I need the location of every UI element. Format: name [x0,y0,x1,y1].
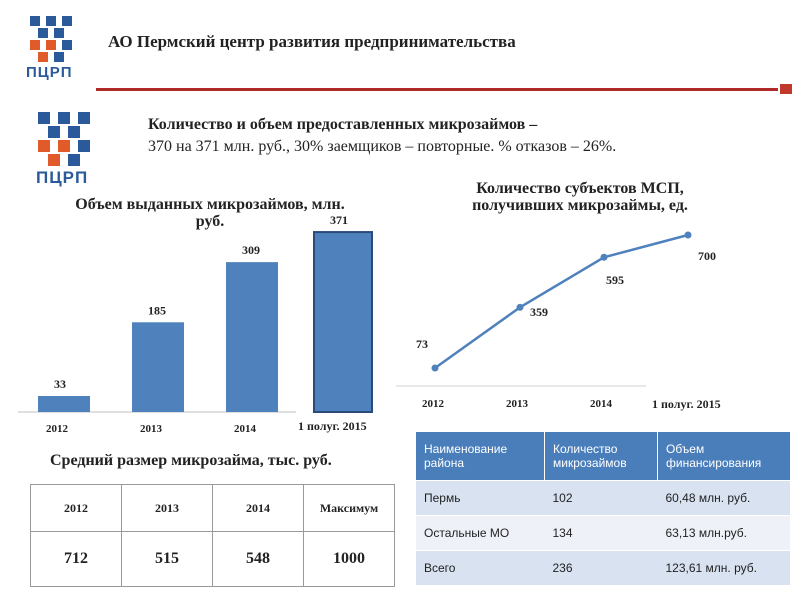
bar-tick-label: 2012 [46,423,69,435]
logo-text: ПЦРП [26,64,73,81]
bar-tick-label: 1 полуг. 2015 [298,419,367,433]
headline-line1: Количество и объем предоставленных микро… [148,116,538,133]
logo-main: ПЦРП [34,108,104,188]
avg-header-2014: 2014 [212,484,304,532]
line-value-label: 359 [530,305,548,319]
district-header-volume: Объем финансирования [657,432,790,481]
districts-table: Наименование района Количество микрозайм… [416,432,790,585]
line-series [434,233,689,370]
avg-value-2014: 548 [212,531,304,587]
headline-line2: 370 на 371 млн. руб., 30% заемщиков – по… [148,138,617,155]
district-cell: 134 [544,515,658,551]
avg-value-max: 1000 [303,531,395,587]
avg-header-2012: 2012 [30,484,122,532]
organization-name: АО Пермский центр развития предпринимате… [108,32,516,51]
bar-2014 [226,262,278,412]
district-cell: 123,61 млн. руб. [657,550,790,585]
bar-tick-label: 2013 [140,423,163,435]
logo-text-main: ПЦРП [36,168,89,187]
line-point [431,364,439,372]
district-cell: Всего [416,550,545,585]
line-tick-label: 2013 [506,398,529,410]
line-point [600,253,608,261]
bar-chart-title: Объем выданных микрозаймов, млн. руб. [75,196,345,230]
bar-value-label: 371 [330,213,348,227]
line-chart-title: Количество субъектов МСП, получивших мик… [472,180,688,214]
header-marker [780,84,792,94]
average-size-table: 2012 2013 2014 Максимум 712 515 548 1000 [30,484,395,587]
bar-value-label: 185 [148,303,166,317]
bar-value-label: 33 [54,377,66,391]
line-tick-label: 1 полуг. 2015 [652,397,721,411]
bar-1 полуг. 2015 [313,231,373,413]
table-row: Остальные МО 134 63,13 млн.руб. [416,515,790,551]
header-divider [96,88,778,91]
average-size-title: Средний размер микрозайма, тыс. руб. [50,452,332,469]
district-cell: 63,13 млн.руб. [657,515,790,551]
line-point [516,303,524,311]
table-row: Всего 236 123,61 млн. руб. [416,550,790,585]
district-cell: 60,48 млн. руб. [657,480,790,516]
bar-tick-label: 2014 [234,423,257,435]
district-cell: Пермь [416,480,545,516]
district-header-name: Наименование района [416,432,545,481]
line-point [684,231,692,239]
avg-header-2013: 2013 [121,484,213,532]
line-value-label: 700 [698,249,716,263]
district-cell: 236 [544,550,658,585]
bar-2013 [132,322,184,412]
bar-2012 [38,395,90,412]
avg-value-2013: 515 [121,531,213,587]
table-row: Пермь 102 60,48 млн. руб. [416,480,790,516]
district-cell: Остальные МО [416,515,545,551]
bar-value-label: 309 [242,243,260,257]
avg-header-max: Максимум [303,484,395,532]
line-tick-label: 2014 [590,398,613,410]
district-cell: 102 [544,480,658,516]
line-value-label: 595 [606,273,624,287]
line-tick-label: 2012 [422,398,445,410]
avg-value-2012: 712 [30,531,122,587]
logo-top: ПЦРП [24,12,84,84]
line-value-label: 73 [416,337,428,351]
district-header-count: Количество микрозаймов [544,432,658,481]
